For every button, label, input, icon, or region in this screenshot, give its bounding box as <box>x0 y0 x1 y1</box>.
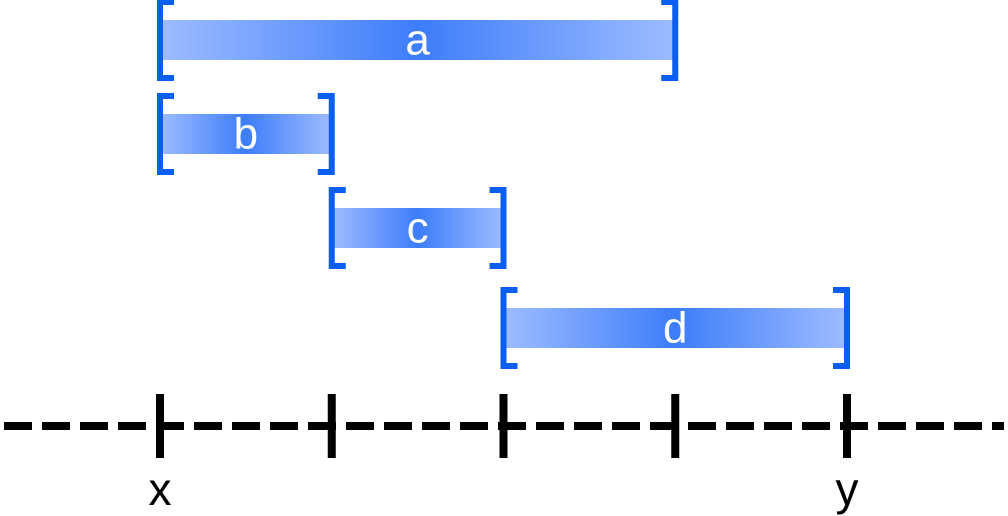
number-line <box>4 394 1004 458</box>
axis-start-label: x <box>149 463 172 515</box>
interval-bar <box>503 308 847 348</box>
interval-label: a <box>405 16 430 65</box>
left-bracket <box>328 187 346 269</box>
left-bracket <box>157 0 174 81</box>
interval-d: d <box>500 287 850 369</box>
interval-bar <box>160 114 332 154</box>
interval-bars: a b c d <box>157 0 850 369</box>
axis-end-label: y <box>836 463 859 515</box>
right-bracket <box>317 93 335 175</box>
right-bracket <box>489 187 507 269</box>
interval-c: c <box>328 187 507 269</box>
right-bracket <box>833 287 850 369</box>
interval-label: c <box>407 204 429 253</box>
interval-label: d <box>663 304 687 353</box>
interval-a: a <box>157 0 679 81</box>
left-bracket <box>500 287 518 369</box>
interval-bar <box>331 208 504 248</box>
left-bracket <box>157 93 174 175</box>
interval-label: b <box>234 110 258 159</box>
interval-b: b <box>157 93 335 175</box>
right-bracket <box>661 0 679 81</box>
interval-bar <box>160 20 676 60</box>
